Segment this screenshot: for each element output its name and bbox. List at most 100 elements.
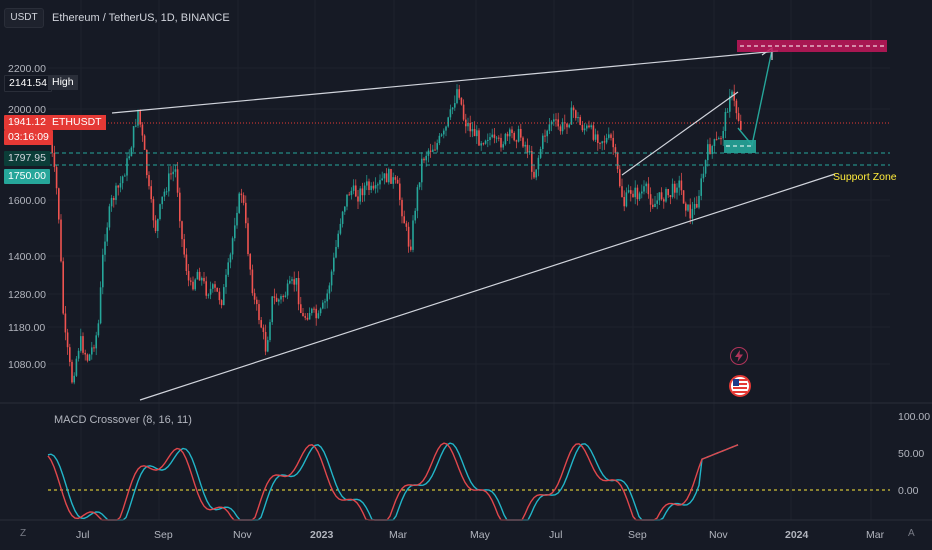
candle-body — [93, 347, 95, 349]
candle-body — [238, 193, 240, 213]
symbol-label-tag: ETHUSDT — [48, 115, 106, 130]
lower-trendline[interactable] — [139, 173, 836, 401]
candle-body — [267, 340, 269, 352]
candle-body — [658, 192, 661, 201]
candle-body — [190, 280, 192, 282]
time-axis[interactable]: Jul Sep Nov 2023 Mar May Jul Sep Nov 202… — [76, 529, 885, 541]
currency-button[interactable]: USDT — [4, 8, 44, 28]
candle-body — [500, 137, 502, 148]
candle-body — [498, 137, 500, 139]
time-tick: Sep — [154, 529, 173, 541]
candle-body — [106, 227, 108, 242]
candle-body — [385, 173, 388, 183]
candle-body — [284, 295, 287, 297]
signal-line — [47, 442, 739, 521]
candle-body — [634, 187, 636, 198]
candle-body — [504, 133, 507, 145]
candle-body — [720, 138, 722, 140]
macd-axis[interactable]: 100.00 50.00 0.00 — [898, 411, 930, 497]
candle-body — [181, 221, 183, 240]
candle-body — [704, 160, 707, 174]
candle-body — [656, 200, 658, 204]
candle-body — [262, 327, 265, 332]
candle-body — [313, 308, 315, 310]
candle-body — [511, 129, 513, 133]
candle-body — [410, 246, 412, 250]
candle-body — [308, 313, 311, 320]
macd-indicator-title[interactable]: MACD Crossover (8, 16, 11) — [54, 414, 192, 426]
candle-body — [53, 152, 56, 168]
candle-body — [278, 299, 280, 302]
candle-body — [150, 186, 152, 200]
candle-body — [368, 181, 370, 191]
projection-trendline[interactable] — [621, 91, 739, 176]
candle-body — [735, 100, 738, 114]
candle-body — [121, 176, 124, 184]
candle-body — [75, 358, 78, 376]
candle-body — [641, 191, 643, 194]
price-axis[interactable]: 2200.00 2000.00 1600.00 1400.00 1280.00 … — [8, 63, 46, 371]
price-tick: 1600.00 — [8, 195, 46, 207]
candle-body — [577, 117, 579, 119]
candle-body — [513, 132, 515, 141]
candle-body — [168, 173, 170, 192]
macd-pane — [47, 442, 739, 521]
candle-body — [324, 301, 326, 303]
support-zone-label: Support Zone — [833, 171, 897, 183]
candle-body — [58, 188, 60, 220]
candle-body — [253, 293, 256, 300]
candle-body — [355, 185, 357, 197]
candle-body — [605, 137, 608, 143]
candle-body — [251, 269, 254, 294]
candle-body — [579, 117, 581, 125]
symbol-title[interactable]: Ethereum / TetherUS, 1D, BINANCE — [52, 12, 230, 24]
projection-path[interactable] — [737, 49, 773, 147]
candle-body — [245, 202, 247, 224]
time-tick: 2024 — [785, 529, 809, 541]
candle-body — [236, 212, 238, 226]
candle-body — [489, 137, 491, 140]
candle-body — [135, 125, 137, 127]
candle-body — [660, 192, 663, 200]
candle-body — [51, 139, 53, 153]
candle-body — [733, 91, 735, 101]
candle-body — [680, 180, 683, 191]
time-tick: Jul — [76, 529, 89, 541]
candle-body — [322, 302, 324, 309]
us-flag-event-icon[interactable] — [729, 375, 751, 397]
candle-body — [302, 312, 304, 317]
candle-body — [531, 151, 533, 172]
candle-body — [71, 361, 73, 383]
candle-body — [416, 187, 419, 211]
log-scale-toggle[interactable]: Z — [20, 528, 27, 539]
candle-body — [649, 194, 652, 205]
candle-body — [73, 375, 75, 383]
candle-body — [515, 140, 518, 142]
candle-body — [665, 188, 667, 202]
candle-body — [421, 158, 423, 183]
candle-body — [185, 254, 188, 272]
candle-body — [414, 210, 416, 221]
candle-body — [260, 320, 262, 328]
candle-body — [517, 128, 520, 142]
candle-body — [163, 191, 166, 197]
level-1-tag: 1797.95 — [4, 151, 50, 166]
candle-body — [621, 186, 623, 198]
candle-body — [542, 135, 544, 149]
candle-body — [216, 287, 218, 292]
candle-body — [115, 185, 117, 200]
candle-body — [374, 185, 377, 189]
candle-body — [240, 193, 243, 196]
upper-trendline[interactable] — [111, 50, 779, 114]
candle-body — [443, 130, 445, 135]
lightning-event-icon[interactable] — [730, 347, 748, 365]
candle-body — [209, 288, 212, 295]
price-tick: 2200.00 — [8, 63, 46, 75]
auto-scale-toggle[interactable]: A — [908, 528, 915, 539]
candle-body — [619, 169, 621, 187]
candle-body — [555, 119, 557, 121]
candle-body — [306, 317, 309, 320]
candle-body — [280, 296, 282, 300]
candle-body — [702, 173, 705, 179]
